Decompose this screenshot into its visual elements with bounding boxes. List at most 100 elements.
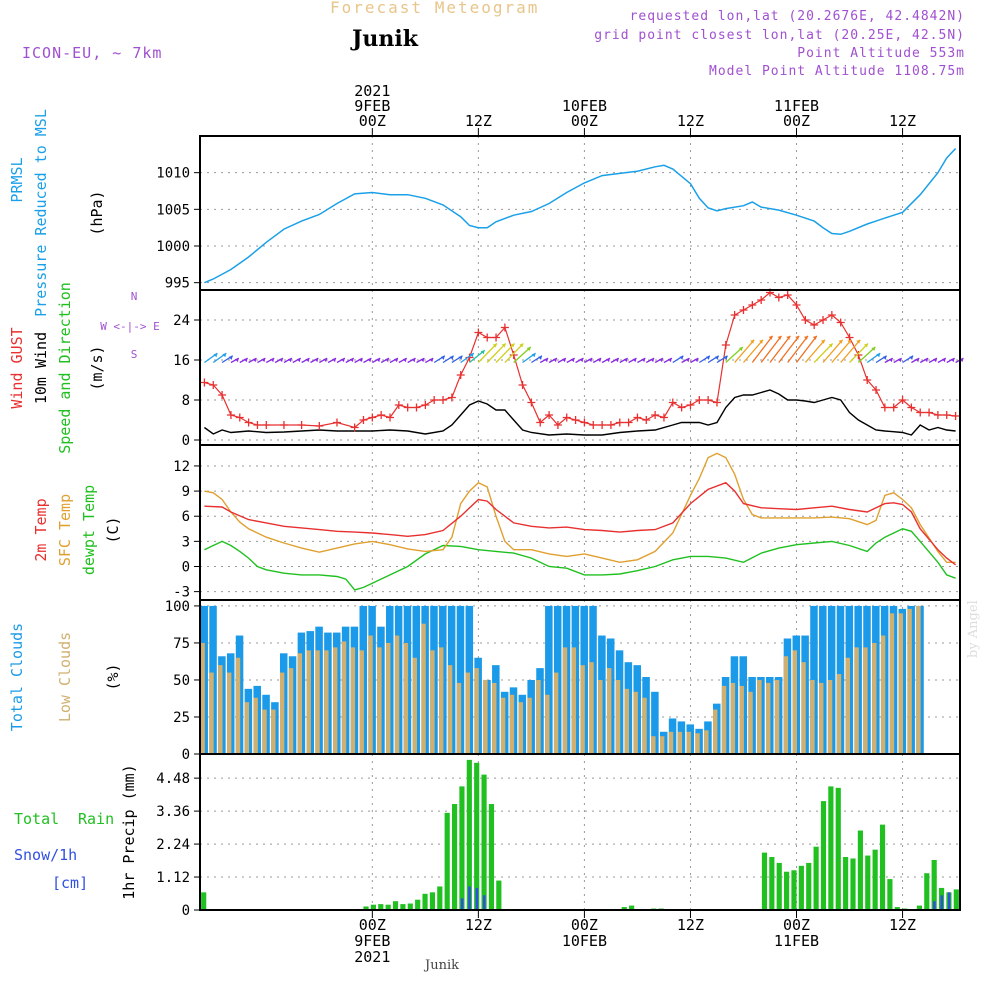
wind-arrow-head	[888, 358, 893, 363]
total-cloud-bar	[651, 691, 659, 754]
bottom-time-label: 2021	[354, 948, 390, 966]
y-tick-label: 3.36	[156, 804, 190, 820]
wind-arrow-head	[458, 355, 463, 360]
low-cloud-bar	[880, 635, 886, 754]
gust-marker	[863, 376, 872, 384]
low-cloud-bar	[783, 656, 789, 754]
total-label: Total	[14, 810, 59, 828]
top-time-label: 10FEB	[562, 97, 607, 115]
rain-bar	[363, 906, 369, 910]
gust-marker	[633, 413, 642, 422]
gust-marker	[377, 411, 386, 419]
wind-arrow-head	[332, 358, 337, 363]
rain-bar	[496, 880, 502, 910]
panel-frame	[199, 753, 961, 911]
top-time-label: 00Z	[359, 112, 386, 130]
gust-marker	[545, 411, 554, 419]
gust-marker	[916, 408, 925, 417]
snow-bar	[460, 898, 464, 910]
wind-arrow-head	[228, 355, 233, 360]
snow-bar	[940, 895, 944, 910]
wind-arrow-head	[393, 358, 398, 363]
wind-arrow-head	[531, 353, 536, 358]
wind-arrow	[725, 346, 744, 363]
wind-arrow-head	[537, 355, 542, 360]
precip-unit-label: 1hr Precip (mm)	[120, 764, 138, 899]
rain-bar	[820, 801, 827, 910]
low-cloud-bar	[686, 731, 691, 754]
low-cloud-bar	[527, 697, 532, 754]
low-cloud-bar	[651, 736, 656, 754]
gust-marker	[279, 421, 288, 429]
wind-arrow-head	[856, 339, 861, 344]
wind-arrow-head	[544, 358, 549, 363]
low-cloud-bar	[810, 679, 815, 754]
y-tick-label: 8	[182, 393, 190, 409]
gust-marker	[819, 316, 828, 324]
low-cloud-bar	[774, 679, 780, 754]
rain-bar	[459, 786, 465, 910]
wind-arrow-head	[679, 355, 684, 360]
gust-marker	[854, 351, 863, 359]
low-cloud-bar	[536, 679, 541, 754]
rain-bar	[769, 857, 775, 910]
y-tick-label: 1.12	[156, 870, 190, 886]
gust-marker	[421, 401, 430, 409]
gust-marker	[721, 341, 730, 349]
sfc-temp-line	[204, 452, 956, 564]
top-time-label: 2021	[354, 82, 390, 100]
total-cloud-bar	[545, 605, 553, 754]
low-cloud-bar	[403, 642, 409, 754]
rain-bar	[776, 862, 782, 910]
wind-arrow-head	[492, 343, 497, 348]
prmsl-unit-label: (hPa)	[88, 190, 106, 235]
temp-2m-label: 2m Temp	[32, 498, 50, 561]
gust-marker	[447, 393, 456, 402]
wind-arrow-head	[367, 358, 372, 363]
wind-arrow-head	[768, 335, 773, 340]
dewpt-label: dewpt Temp	[80, 485, 98, 575]
gust-marker	[253, 421, 262, 429]
rain-bar	[451, 804, 458, 910]
gust-marker	[394, 401, 403, 409]
low-cloud-bar	[633, 691, 638, 754]
snow-unit-label: [cm]	[52, 874, 88, 892]
snow-bar	[947, 892, 951, 910]
gust-marker	[359, 416, 368, 424]
wind-arrow-head	[909, 355, 914, 360]
wind-arrow-head	[501, 343, 506, 348]
gust-marker	[580, 418, 589, 427]
total-cloud-bar	[456, 605, 465, 754]
y-tick-label: 4.48	[156, 771, 190, 787]
low-cloud-bar	[271, 709, 276, 754]
wind-arrow-head	[588, 358, 593, 363]
wind-arrow-head	[847, 339, 852, 344]
rain-bar	[872, 849, 878, 910]
rain-bar	[791, 870, 797, 910]
gust-marker	[509, 351, 518, 359]
gust-marker	[297, 421, 306, 429]
bottom-time-label: 12Z	[465, 916, 492, 934]
top-time-label: 12Z	[465, 112, 492, 130]
rain-bar	[953, 889, 959, 910]
wind-arrow-head	[411, 358, 416, 363]
y-tick-label: 0	[182, 903, 190, 919]
low-cloud-bar	[730, 682, 736, 754]
gust-marker	[739, 306, 748, 314]
rain-bar	[481, 774, 487, 910]
bottom-time-label: 00Z	[359, 916, 386, 934]
wind-arrow-head	[287, 358, 292, 363]
wind-arrow-head	[340, 358, 345, 363]
gust-marker	[783, 291, 792, 299]
wind-arrow-head	[261, 358, 266, 363]
gust-marker	[810, 321, 819, 329]
y-tick-label: 9	[182, 484, 190, 500]
wind-arrow-head	[705, 355, 710, 360]
gust-marker	[562, 413, 571, 422]
gust-marker	[536, 418, 545, 427]
low-cloud-bar	[447, 665, 453, 754]
wind-arrow-head	[519, 343, 524, 348]
wind-arrow-head	[641, 358, 646, 363]
low-cloud-bar	[615, 679, 621, 754]
wind-arrow-head	[552, 358, 557, 363]
